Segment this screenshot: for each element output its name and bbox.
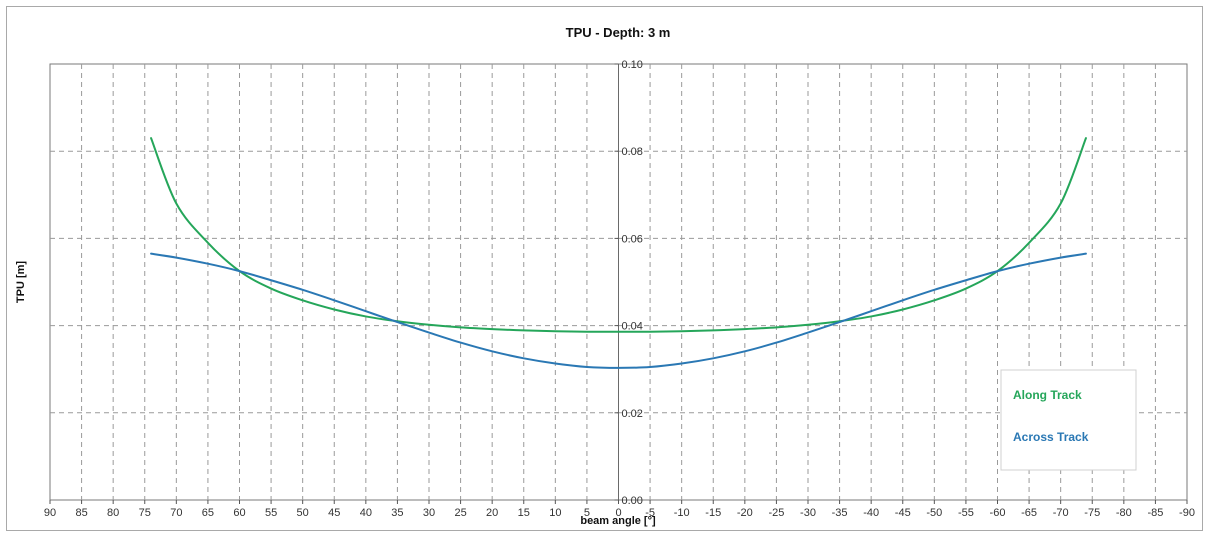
x-tick-label: -80 xyxy=(1116,507,1132,519)
x-tick-label: 15 xyxy=(518,507,530,519)
x-tick-label: -15 xyxy=(705,507,721,519)
y-tick-label: 0.10 xyxy=(622,59,643,71)
y-axis-title: TPU [m] xyxy=(15,261,27,304)
y-tick-label: 0.08 xyxy=(622,146,643,158)
x-tick-label: 85 xyxy=(75,507,87,519)
x-tick-label: -10 xyxy=(674,507,690,519)
x-tick-label: 75 xyxy=(139,507,151,519)
x-tick-label: -35 xyxy=(832,507,848,519)
chart-title: TPU - Depth: 3 m xyxy=(566,25,671,40)
legend-entry-across-track: Across Track xyxy=(1013,430,1089,444)
series-line-along-track xyxy=(150,137,1087,333)
x-tick-label: 70 xyxy=(170,507,182,519)
x-tick-label: -20 xyxy=(737,507,753,519)
legend: Along Track Across Track xyxy=(1000,369,1137,471)
x-tick-label: -65 xyxy=(1021,507,1037,519)
x-tick-label: -55 xyxy=(958,507,974,519)
x-tick-label: -50 xyxy=(926,507,942,519)
x-tick-label: 20 xyxy=(486,507,498,519)
y-tick-label: 0.04 xyxy=(622,321,643,333)
y-tick-label: 0.02 xyxy=(622,408,643,420)
x-tick-label: -30 xyxy=(800,507,816,519)
x-tick-label: 80 xyxy=(107,507,119,519)
x-tick-label: -5 xyxy=(645,507,655,519)
y-tick-label: 0.00 xyxy=(622,495,643,507)
x-tick-label: 30 xyxy=(423,507,435,519)
legend-entry-along-track: Along Track xyxy=(1013,388,1082,402)
x-tick-label: 50 xyxy=(297,507,309,519)
x-tick-label: 35 xyxy=(391,507,403,519)
x-tick-label: -25 xyxy=(768,507,784,519)
x-tick-label: 0 xyxy=(615,507,621,519)
x-tick-label: 40 xyxy=(360,507,372,519)
x-axis-title: beam angle [°] xyxy=(580,515,656,527)
x-tick-label: 55 xyxy=(265,507,277,519)
tick-labels: 90 85 80 75 70 65 60 55 50 45 40 35 30 25 20 15 10 5 0 -5 -1… xyxy=(44,59,1195,519)
series-lines xyxy=(150,137,1087,369)
chart-frame: TPU - Depth: 3 m 90 85 80 75 70 65 60 55 50 45 40 3… xyxy=(6,6,1203,531)
x-tick-label: 90 xyxy=(44,507,56,519)
x-tick-label: 60 xyxy=(233,507,245,519)
x-tick-label: -60 xyxy=(990,507,1006,519)
y-tick-label: 0.06 xyxy=(622,233,643,245)
x-tick-label: -70 xyxy=(1053,507,1069,519)
legend-box xyxy=(1000,369,1137,471)
x-tick-label: -40 xyxy=(863,507,879,519)
series-line-across-track xyxy=(150,252,1087,369)
x-tick-label: 65 xyxy=(202,507,214,519)
x-tick-label: 25 xyxy=(454,507,466,519)
x-tick-label: -90 xyxy=(1179,507,1195,519)
x-tick-label: -45 xyxy=(895,507,911,519)
x-tick-label: 5 xyxy=(584,507,590,519)
tpu-chart: TPU - Depth: 3 m 90 85 80 75 70 65 60 55 50 45 40 3… xyxy=(15,25,1195,527)
x-tick-label: -85 xyxy=(1147,507,1163,519)
x-tick-label: 45 xyxy=(328,507,340,519)
x-tick-label: 10 xyxy=(549,507,561,519)
x-tick-label: -75 xyxy=(1084,507,1100,519)
